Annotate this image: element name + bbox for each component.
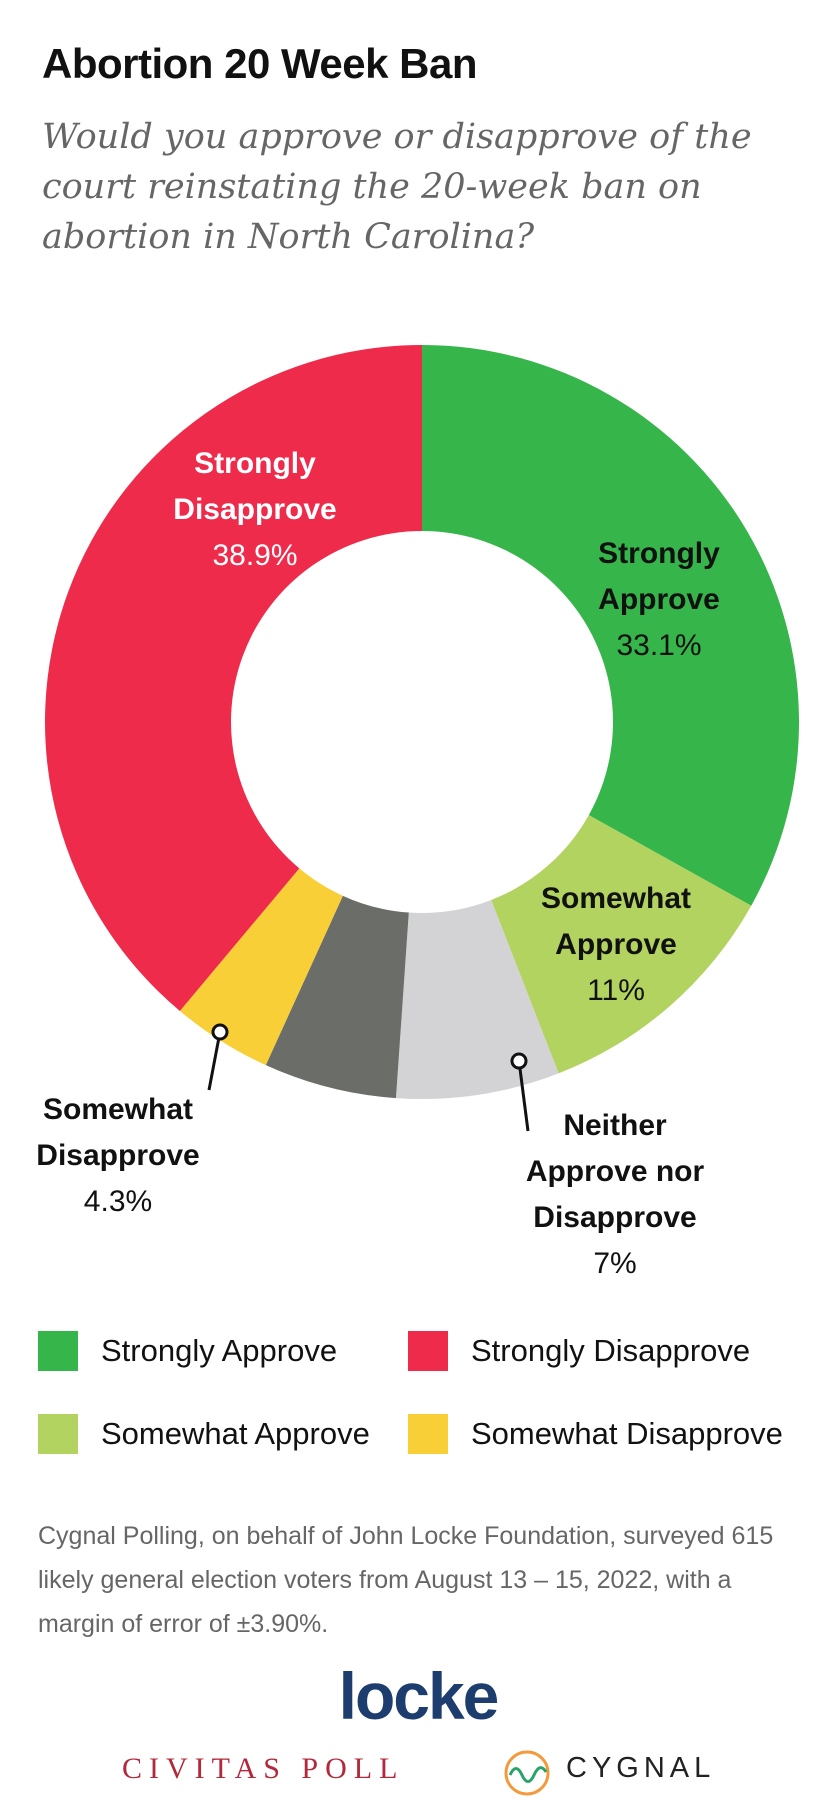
legend-swatch (38, 1331, 78, 1371)
slice-value: 33.1% (616, 629, 702, 662)
leader-line (207, 1031, 222, 1091)
slice-name: Strongly Approve (598, 537, 720, 616)
source-note: Cygnal Polling, on behalf of John Locke … (38, 1522, 774, 1638)
slice-name: Somewhat Approve (540, 882, 692, 961)
chart (45, 345, 799, 1132)
legend-label: Somewhat Disapprove (471, 1416, 783, 1451)
slice-value: 4.3% (83, 1185, 153, 1218)
slice-name: Neither Approve nor Disapprove (525, 1109, 705, 1234)
donut-slice (491, 815, 752, 1074)
donut-slice (179, 868, 343, 1066)
cygnal-icon (504, 1750, 550, 1796)
slice-value: 11% (587, 974, 645, 1007)
chart-subtitle: Would you approve or disapprove of the c… (42, 117, 752, 257)
slice-name: Strongly Disapprove (173, 447, 337, 526)
legend-swatch (408, 1331, 448, 1371)
slice-name: Somewhat Disapprove (36, 1093, 200, 1172)
leader-dot (510, 1052, 528, 1070)
chart-title: Abortion 20 Week Ban (42, 40, 477, 87)
legend-label: Strongly Disapprove (471, 1333, 751, 1368)
donut-slice (422, 345, 799, 906)
slice-label: Strongly Approve 33.1% (574, 531, 744, 669)
leader-line (517, 1060, 530, 1132)
slice-label: Neither Approve nor Disapprove 7% (500, 1103, 730, 1287)
donut-slice (45, 345, 423, 1011)
legend-label: Strongly Approve (101, 1333, 338, 1368)
logo-locke: locke (338, 1659, 500, 1733)
slice-value: 7% (593, 1247, 637, 1280)
leader-dot (211, 1023, 229, 1041)
donut-slice (265, 895, 409, 1099)
legend-swatch (38, 1414, 78, 1454)
slice-value: 38.9% (212, 539, 298, 572)
slice-label: Strongly Disapprove 38.9% (155, 441, 355, 579)
legend-swatch (408, 1414, 448, 1454)
logo-cygnal: CYGNAL (566, 1752, 716, 1784)
legend-label: Somewhat Approve (101, 1416, 370, 1451)
donut-slice (395, 900, 559, 1100)
slice-label: Somewhat Approve 11% (516, 876, 716, 1014)
logo-civitas: CIVITAS POLL (122, 1752, 405, 1785)
slice-label: Somewhat Disapprove 4.3% (13, 1087, 223, 1225)
